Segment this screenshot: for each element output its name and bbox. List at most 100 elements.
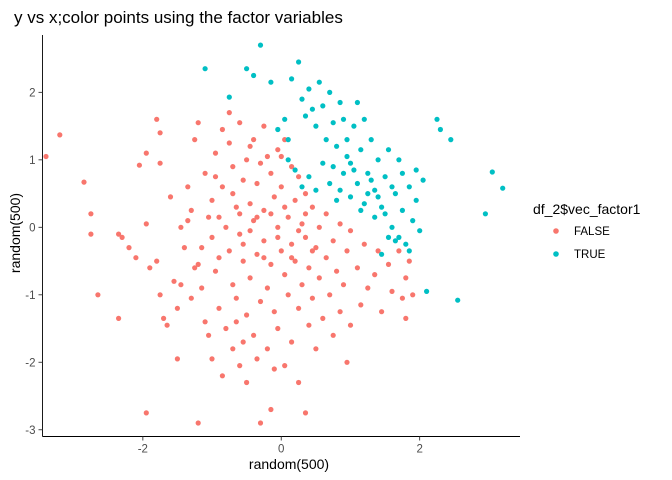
data-point-true-19 [327, 89, 333, 95]
data-point-true-66 [361, 201, 367, 207]
data-point-false-99 [292, 258, 298, 264]
data-point-false-144 [410, 292, 416, 298]
data-point-true-70 [389, 184, 395, 190]
data-point-false-4 [88, 231, 94, 237]
data-point-false-139 [396, 248, 402, 254]
data-point-true-38 [392, 191, 398, 197]
y-ticks: -3 -2 -1 0 1 2 [25, 87, 43, 437]
data-point-false-57 [237, 120, 243, 126]
data-point-true-27 [354, 99, 360, 106]
data-point-true-61 [327, 180, 333, 187]
data-point-false-38 [202, 319, 208, 325]
data-point-false-56 [233, 295, 239, 301]
x-tick-label-1: 0 [278, 444, 284, 456]
data-point-true-77 [379, 251, 385, 257]
data-point-true-53 [489, 169, 495, 175]
data-point-false-98 [292, 197, 298, 203]
data-point-false-119 [327, 292, 333, 298]
data-point-false-80 [268, 170, 274, 176]
data-point-false-151 [254, 214, 260, 220]
data-point-false-45 [216, 214, 222, 220]
data-point-false-130 [354, 265, 360, 271]
data-point-false-138 [389, 288, 395, 294]
data-point-false-100 [296, 174, 302, 180]
data-point-false-149 [240, 241, 246, 247]
data-point-false-108 [306, 265, 312, 271]
data-point-false-26 [174, 356, 180, 362]
data-point-false-133 [365, 285, 371, 291]
data-point-false-160 [206, 214, 212, 220]
data-point-false-109 [306, 322, 312, 328]
data-point-false-134 [372, 272, 378, 278]
data-point-false-13 [143, 221, 149, 227]
data-point-false-20 [157, 292, 163, 298]
data-point-false-43 [212, 150, 219, 156]
data-point-false-102 [296, 379, 302, 386]
legend-label-false: FALSE [574, 226, 610, 238]
data-point-false-123 [337, 221, 343, 227]
legend-key-true [553, 251, 559, 257]
data-point-false-85 [275, 147, 281, 153]
data-point-false-12 [143, 150, 149, 156]
data-point-false-91 [282, 272, 288, 278]
data-point-false-128 [347, 228, 354, 234]
data-point-false-10 [133, 255, 139, 261]
data-point-false-136 [379, 309, 385, 315]
data-point-true-32 [372, 187, 378, 193]
y-tick-label-5: 2 [29, 87, 35, 99]
data-point-true-36 [385, 147, 392, 153]
data-point-false-5 [95, 292, 101, 298]
data-point-true-79 [365, 191, 371, 197]
data-point-true-20 [330, 120, 336, 126]
data-point-true-62 [334, 197, 340, 203]
data-point-false-9 [126, 245, 132, 251]
data-point-true-40 [399, 207, 405, 213]
data-point-true-35 [382, 174, 388, 180]
data-point-true-76 [392, 238, 398, 244]
data-point-true-12 [302, 113, 309, 119]
data-point-true-51 [455, 297, 461, 303]
data-point-false-53 [230, 282, 236, 288]
data-point-false-131 [358, 302, 364, 308]
data-point-false-143 [406, 258, 412, 264]
data-point-false-146 [223, 224, 229, 230]
data-point-false-78 [264, 285, 270, 291]
data-point-false-140 [399, 295, 405, 301]
data-point-true-54 [500, 185, 506, 191]
data-point-true-50 [448, 137, 454, 143]
data-point-true-17 [320, 103, 326, 109]
data-point-false-158 [302, 211, 309, 217]
data-point-false-96 [289, 241, 295, 247]
data-point-false-46 [216, 305, 222, 311]
data-point-false-31 [188, 295, 194, 301]
data-point-true-80 [344, 153, 350, 160]
data-point-true-81 [337, 187, 343, 193]
data-point-false-174 [278, 153, 284, 160]
data-point-false-86 [275, 224, 281, 230]
data-point-true-82 [330, 164, 336, 170]
data-point-false-41 [209, 234, 215, 240]
data-point-true-73 [406, 248, 412, 254]
data-point-true-84 [358, 207, 364, 213]
data-point-false-70 [254, 180, 260, 187]
data-point-false-33 [195, 261, 201, 267]
data-point-true-0 [202, 66, 208, 72]
data-point-false-172 [264, 153, 270, 160]
data-point-true-44 [413, 197, 419, 203]
data-point-false-23 [167, 194, 174, 200]
data-point-false-59 [237, 363, 243, 369]
data-point-false-29 [185, 184, 191, 190]
data-point-false-92 [282, 363, 288, 369]
data-point-true-10 [296, 59, 302, 65]
data-point-false-64 [244, 379, 250, 386]
data-point-false-168 [233, 319, 239, 325]
data-point-false-147 [230, 191, 236, 197]
data-point-false-88 [278, 184, 284, 190]
data-point-false-84 [271, 309, 277, 315]
data-point-true-78 [372, 214, 378, 220]
data-point-true-47 [424, 288, 430, 294]
data-point-false-110 [309, 204, 315, 210]
data-point-true-45 [417, 228, 423, 234]
data-point-false-152 [261, 255, 267, 261]
data-point-false-42 [209, 356, 215, 362]
